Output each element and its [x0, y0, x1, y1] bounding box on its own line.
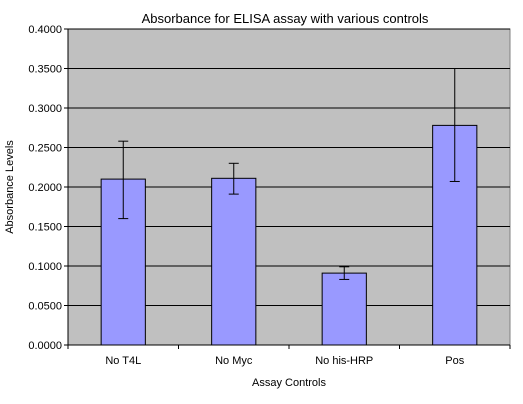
bar — [321, 272, 367, 346]
y-tick-label: 0.1500 — [28, 222, 62, 234]
y-axis-ticks: 0.0000 0.0500 0.1000 0.1500 0.2000 0.2500 0.30… — [28, 24, 68, 352]
x-tick-label: No his-HRP — [315, 355, 373, 367]
x-axis-title: Assay Controls — [252, 377, 326, 389]
y-tick-label: 0.0500 — [28, 301, 62, 313]
error-bars — [118, 68, 460, 280]
y-tick-label: 0.0000 — [28, 340, 62, 352]
y-tick-label: 0.3000 — [28, 103, 62, 115]
y-tick-label: 0.4000 — [28, 24, 62, 36]
x-axis-ticks: No T4L No Myc No his-HRP Pos — [67, 345, 511, 367]
x-tick-label: Pos — [445, 355, 464, 367]
chart-title: Absorbance for ELISA assay with various … — [142, 11, 429, 26]
x-tick-label: No Myc — [215, 355, 253, 367]
y-tick-label: 0.2000 — [28, 182, 62, 194]
y-tick-label: 0.3500 — [28, 64, 62, 76]
y-axis-title: Absorbance Levels — [4, 140, 16, 234]
y-tick-label: 0.1000 — [28, 261, 62, 273]
x-tick-label: No T4L — [105, 355, 141, 367]
y-tick-label: 0.2500 — [28, 143, 62, 155]
bar — [211, 177, 257, 346]
